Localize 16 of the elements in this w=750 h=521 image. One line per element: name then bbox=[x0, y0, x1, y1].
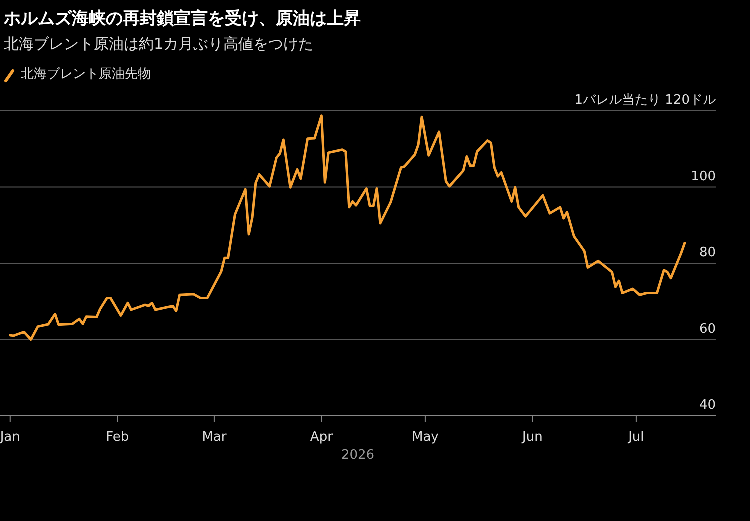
x-tick-label: Jun bbox=[522, 430, 543, 445]
x-tick-label: Jan bbox=[0, 430, 20, 445]
y-tick-label: 40 bbox=[699, 398, 716, 413]
x-tick-label: Apr bbox=[310, 430, 334, 445]
x-tick-label: May bbox=[412, 430, 440, 445]
x-tick-label: Feb bbox=[106, 430, 130, 445]
x-axis-title: 2026 bbox=[341, 448, 375, 463]
legend-label: 北海ブレント原油先物 bbox=[21, 67, 151, 82]
x-tick-label: Mar bbox=[202, 430, 228, 445]
y-tick-label: 1バレル当たり 120ドル bbox=[574, 93, 716, 108]
x-tick-label: Jul bbox=[628, 430, 644, 445]
chart-subtitle: 北海ブレント原油は約1カ月ぶり高値をつけた bbox=[4, 35, 314, 53]
chart-title: ホルムズ海峡の再封鎖宣言を受け、原油は上昇 bbox=[3, 9, 361, 29]
y-tick-label: 80 bbox=[699, 246, 716, 260]
y-tick-label: 60 bbox=[699, 322, 716, 337]
y-tick-label: 100 bbox=[691, 169, 716, 184]
